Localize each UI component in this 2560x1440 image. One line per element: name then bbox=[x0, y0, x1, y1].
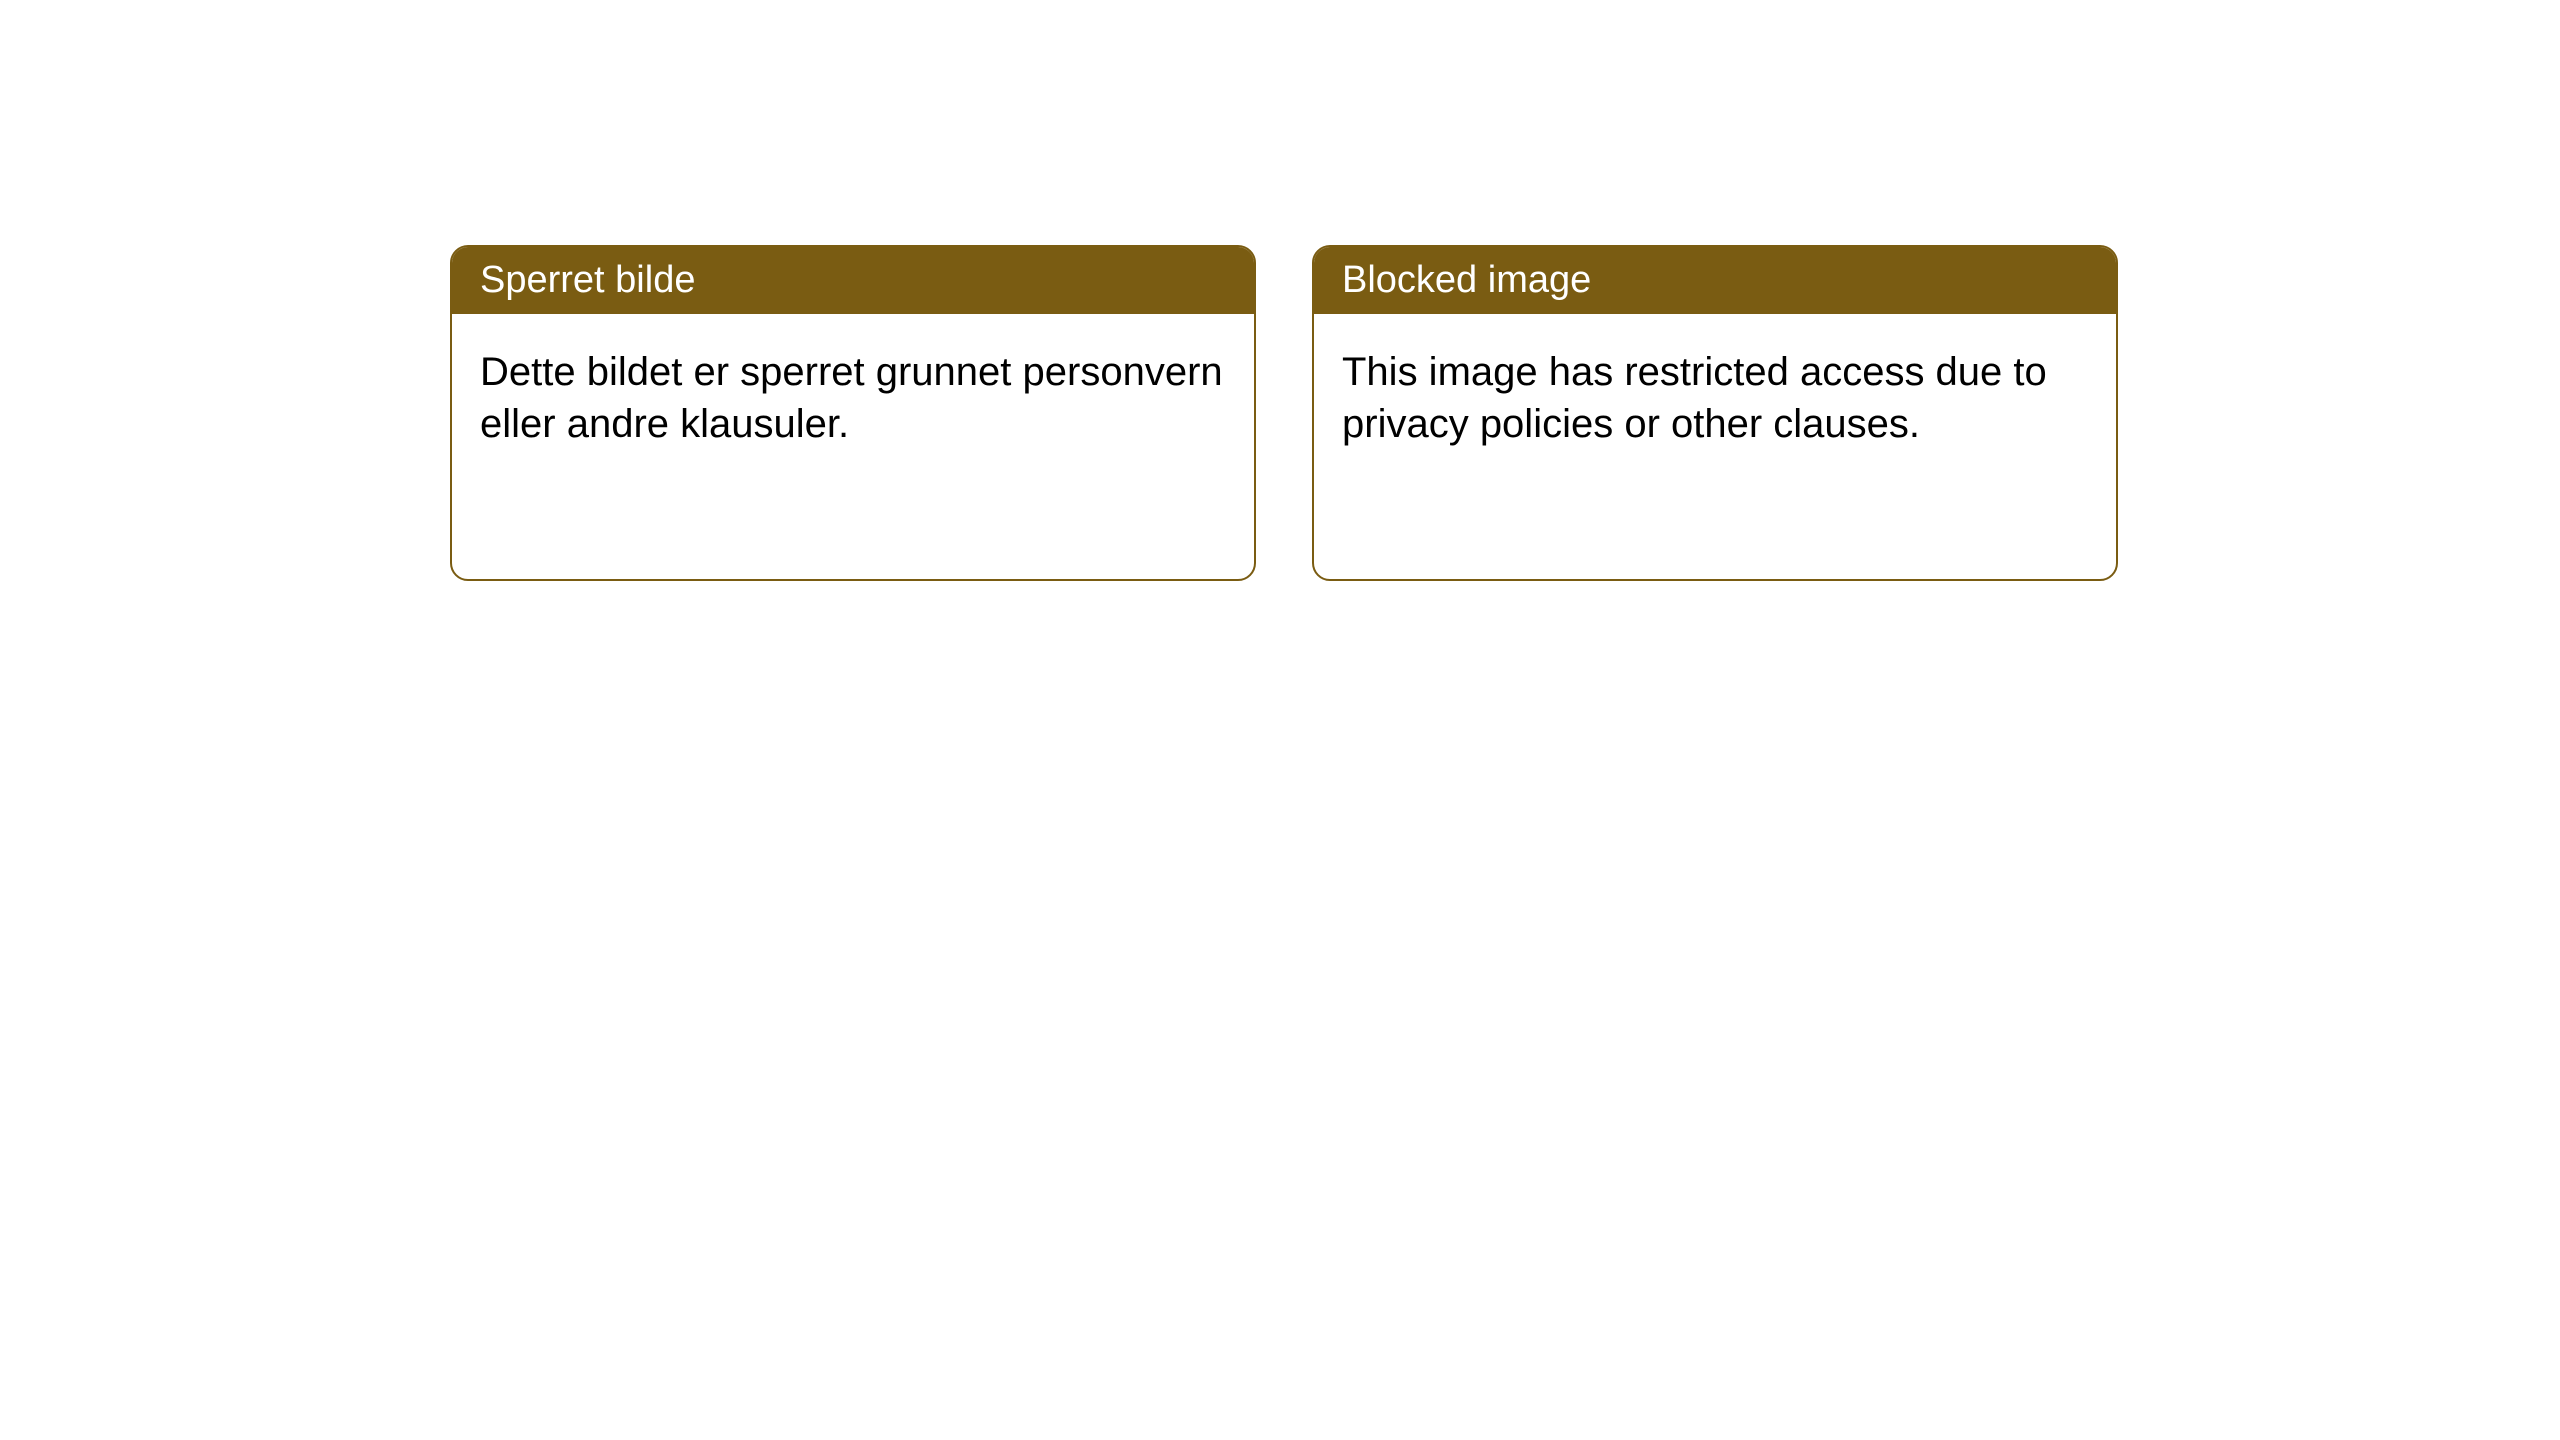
card-title: Blocked image bbox=[1342, 259, 1591, 301]
card-title: Sperret bilde bbox=[480, 259, 695, 301]
card-header: Sperret bilde bbox=[452, 247, 1254, 314]
notice-cards-container: Sperret bilde Dette bildet er sperret gr… bbox=[450, 245, 2118, 581]
card-body: Dette bildet er sperret grunnet personve… bbox=[452, 314, 1254, 482]
card-header: Blocked image bbox=[1314, 247, 2116, 314]
card-message: This image has restricted access due to … bbox=[1342, 350, 2047, 446]
card-message: Dette bildet er sperret grunnet personve… bbox=[480, 350, 1223, 446]
notice-card-norwegian: Sperret bilde Dette bildet er sperret gr… bbox=[450, 245, 1256, 581]
notice-card-english: Blocked image This image has restricted … bbox=[1312, 245, 2118, 581]
card-body: This image has restricted access due to … bbox=[1314, 314, 2116, 482]
